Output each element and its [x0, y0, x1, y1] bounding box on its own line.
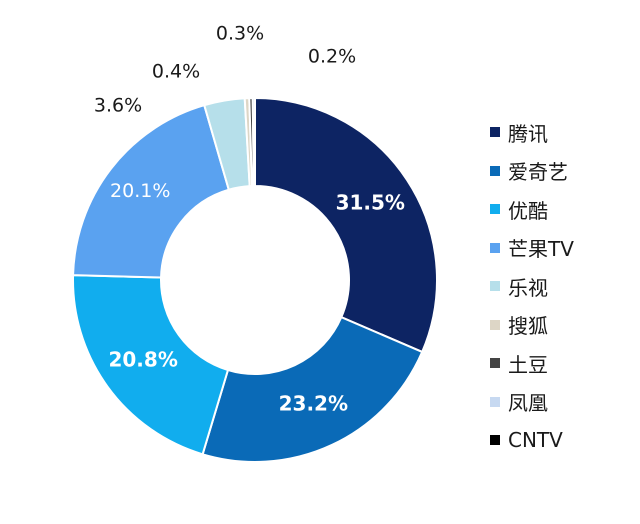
legend-label: 搜狐 [508, 314, 548, 338]
legend-item-letv: 乐视 [490, 272, 574, 300]
slice-label-1: 31.5% [336, 191, 405, 215]
legend-label: CNTV [508, 428, 563, 452]
slice-1 [254, 96, 438, 354]
legend-item-sohu: 搜狐 [490, 311, 574, 339]
legend-item-tencent: 腾讯 [490, 118, 574, 146]
legend-item-iqiyi: 爱奇艺 [490, 157, 574, 185]
legend-label: 乐视 [508, 275, 548, 300]
legend-label: 芒果TV [508, 237, 574, 261]
legend-swatch [490, 127, 500, 137]
slice-label-2: 23.2% [279, 392, 348, 416]
legend-item-youku: 优酷 [490, 195, 574, 223]
legend-swatch [490, 281, 500, 291]
legend-swatch [490, 319, 500, 330]
slice-label-6: 0.4% [152, 61, 200, 83]
chart-legend: 腾讯 爱奇艺 优酷 芒果TV 乐视 搜狐 土豆 凤凰 CNTV [490, 118, 574, 454]
slice-8 [251, 96, 256, 188]
legend-swatch [490, 396, 500, 407]
legend-label: 土豆 [508, 352, 548, 377]
legend-label: 爱奇艺 [508, 160, 568, 184]
donut-chart: 31.5% 23.2% 20.8% 20.1% 3.6% 0.4% 0.3% 0.2% [72, 23, 438, 463]
slice-3 [72, 274, 230, 456]
legend-item-ifeng: 凤凰 [490, 388, 574, 416]
legend-item-cntv: CNTV [490, 426, 574, 454]
slice-2 [201, 315, 424, 463]
legend-swatch [490, 204, 500, 214]
slice-label-7: 0.3% [216, 23, 264, 45]
legend-item-tudou: 土豆 [490, 349, 574, 377]
slice-label-8: 0.2% [308, 46, 356, 68]
slice-label-4: 20.1% [110, 180, 170, 202]
legend-swatch [490, 165, 500, 176]
slice-label-3: 20.8% [108, 347, 177, 371]
legend-label: 优酷 [508, 198, 548, 223]
legend-swatch [490, 435, 500, 445]
slice-label-5: 3.6% [94, 95, 142, 117]
legend-label: 凤凰 [508, 391, 548, 415]
legend-item-mangotv: 芒果TV [490, 234, 574, 262]
legend-swatch [490, 242, 500, 253]
legend-label: 腾讯 [508, 121, 548, 146]
legend-swatch [490, 358, 500, 368]
slice-4 [72, 103, 231, 279]
